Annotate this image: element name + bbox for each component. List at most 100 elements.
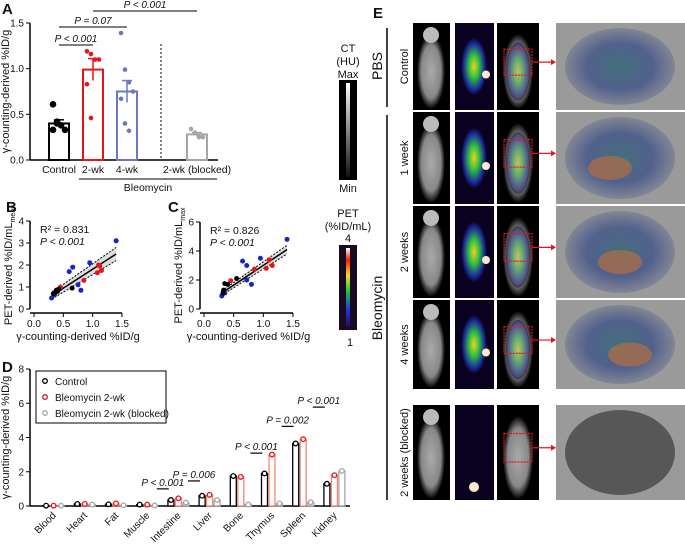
y-tick-label: 1.5 (10, 19, 24, 30)
y-axis-label: PET-derived %ID/mLmean (3, 205, 17, 325)
pet-hotspot (482, 349, 490, 357)
p-value-annotation: P < 0.001 (235, 442, 278, 453)
data-point-red (270, 263, 275, 268)
data-point (50, 101, 57, 108)
x-tick-label: Thymus (244, 510, 277, 543)
pet-colorbar-gradient (346, 248, 350, 327)
data-point-blue (78, 288, 83, 293)
data-point-blue (258, 256, 263, 261)
x-tick-label: 1.0 (256, 319, 270, 330)
pet-signal (461, 127, 487, 188)
pet-signal (461, 315, 487, 374)
pet-colorbar-unit: (%ID/mL) (325, 221, 371, 233)
data-point (137, 502, 142, 507)
x-tick-label: Fat (103, 510, 121, 528)
x-axis-label: γ-counting-derived %ID/g (187, 331, 311, 343)
data-point-blue (114, 238, 119, 243)
data-point (325, 481, 330, 486)
fused-signal (506, 320, 530, 379)
pet-signal (461, 221, 487, 282)
p-value-annotation: P = 0.006 (173, 470, 216, 481)
data-point (119, 31, 124, 36)
panel-label-e: E (373, 5, 383, 22)
arrow-head (551, 445, 556, 451)
fused-body (503, 416, 533, 499)
fused-signal (506, 226, 530, 287)
data-point (106, 502, 111, 507)
data-point-red (267, 257, 272, 262)
data-point (193, 130, 198, 135)
x-tick-label: 0.0 (27, 319, 41, 330)
pet-colorbar: PET (%ID/mL) 4 1 (325, 208, 371, 349)
ct-head (423, 116, 439, 132)
x-tick-label: Muscle (122, 510, 152, 540)
data-point (50, 127, 57, 134)
zoom-lung (565, 410, 675, 495)
data-point (93, 57, 98, 62)
bar-bleomycin-2-wk (300, 439, 306, 506)
data-point-red (95, 270, 100, 275)
x-tick-label: Kidney (310, 510, 339, 539)
data-point (239, 475, 244, 480)
data-point (340, 469, 345, 474)
data-point-blue (67, 269, 72, 274)
zoom-hotspot (588, 156, 632, 180)
group-label: Bleomycin (124, 182, 173, 194)
data-point (97, 57, 102, 62)
fused-signal (506, 43, 530, 101)
x-axis-label: γ-counting-derived %ID/g (16, 331, 140, 343)
data-point (184, 500, 189, 505)
data-point-black (225, 282, 230, 287)
legend-label: Control (55, 377, 87, 388)
pet-colorbar-title: PET (337, 208, 359, 220)
legend-marker (43, 411, 48, 416)
p-value-annotation: P < 0.001 (55, 34, 98, 45)
data-point (75, 502, 80, 507)
y-tick-label: 4 (188, 247, 194, 258)
y-tick-label: 6 (18, 399, 24, 410)
data-point (59, 503, 64, 508)
data-point (62, 127, 69, 134)
y-axis-label: γ-counting-derived %ID/g (0, 376, 12, 500)
ct-colorbar-gradient (346, 83, 350, 177)
data-point-red (264, 266, 269, 271)
data-point-black (56, 287, 61, 292)
y-tick-label: 1.0 (10, 64, 24, 75)
confidence-band (52, 247, 117, 299)
data-point-red (97, 264, 102, 269)
ct-head (423, 27, 439, 43)
pet-colorbar-max: 4 (345, 233, 351, 245)
row-label: 2 weeks (blocked) (399, 408, 411, 497)
data-point (207, 493, 212, 498)
panel-a-chart: 0.00.51.01.5γ-counting-derived %ID/gCont… (0, 0, 231, 194)
row-label: 4 weeks (399, 324, 411, 365)
ct-head (423, 409, 439, 425)
data-point (197, 135, 202, 140)
p-value-annotation: P < 0.001 (210, 237, 255, 249)
data-point (89, 52, 94, 57)
data-point-blue (244, 263, 249, 268)
x-tick-label: Spleen (279, 510, 309, 540)
y-tick-label: 0 (18, 305, 24, 316)
bar-control (324, 484, 330, 506)
bar-control (230, 476, 236, 506)
data-point-blue (76, 282, 81, 287)
ct-body (417, 34, 445, 109)
data-point (176, 496, 181, 501)
panel-label-a: A (2, 1, 13, 18)
data-point (277, 501, 282, 506)
x-tick-label: 1.0 (86, 319, 100, 330)
data-point (90, 502, 95, 507)
data-point (114, 501, 119, 506)
y-tick-label: 0.5 (10, 110, 24, 121)
y-axis-label: γ-counting-derived %ID/g (0, 30, 12, 154)
arrow-head (551, 337, 556, 343)
ct-colorbar-title: CT (341, 43, 356, 55)
y-axis-label: PET-derived %ID/mLmax (173, 207, 187, 323)
p-value-annotation: P = 0.07 (74, 16, 112, 27)
y-tick-label: 0.0 (10, 156, 24, 167)
data-point (308, 500, 313, 505)
y-tick-label: 2 (18, 261, 24, 272)
data-point (89, 116, 94, 121)
